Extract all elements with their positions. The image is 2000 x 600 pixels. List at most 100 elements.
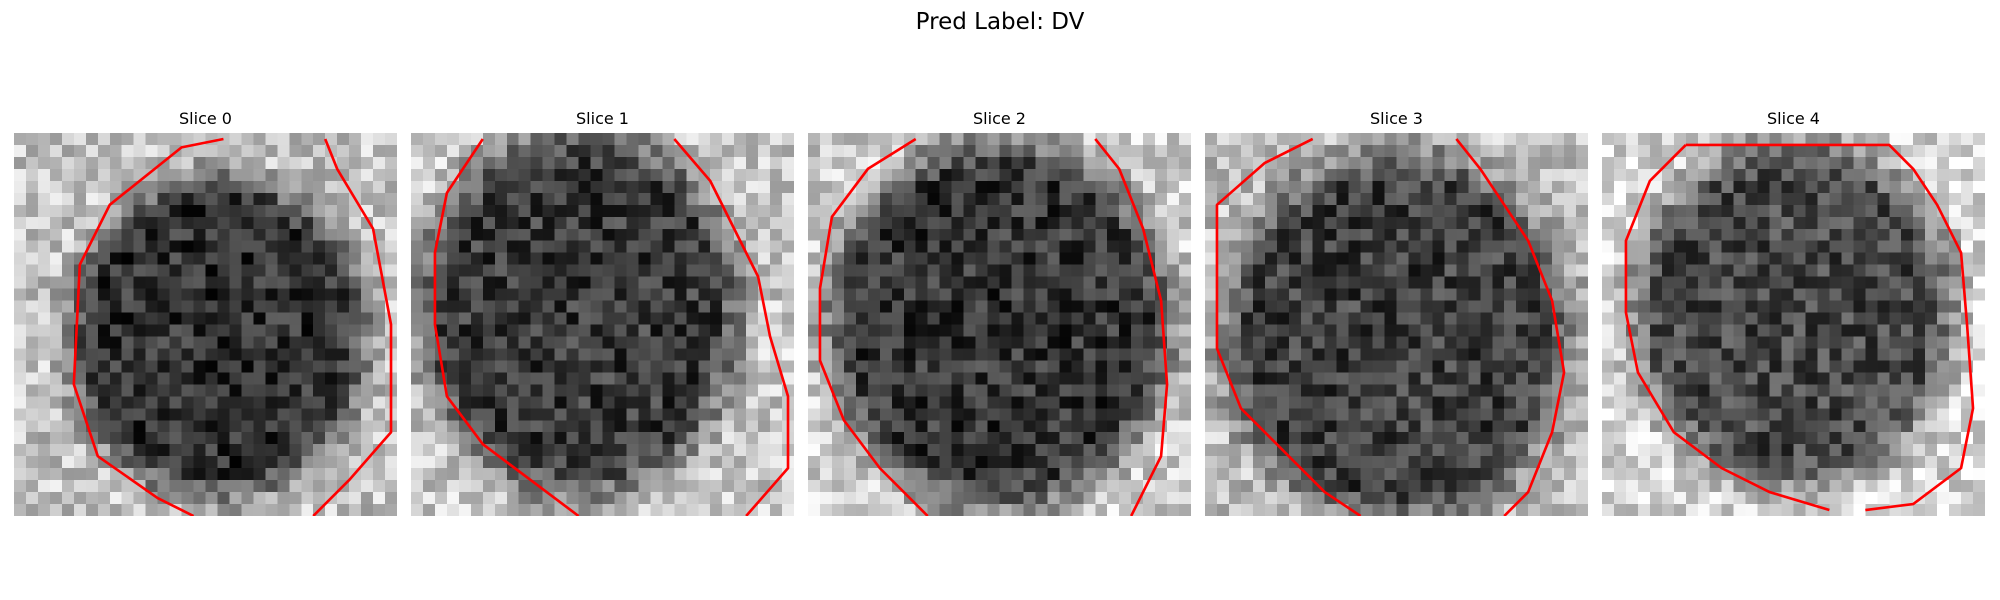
pixel	[1492, 360, 1505, 373]
pixel	[241, 240, 254, 253]
pixel	[1324, 204, 1337, 218]
pixel	[14, 372, 27, 385]
pixel	[903, 156, 916, 170]
pixel	[1300, 504, 1313, 516]
pixel	[1047, 276, 1060, 289]
pixel	[1456, 216, 1469, 229]
pixel	[241, 276, 254, 289]
pixel	[217, 264, 230, 277]
pixel	[686, 324, 699, 337]
pixel	[1071, 300, 1084, 313]
pixel	[1480, 240, 1493, 253]
pixel	[157, 348, 170, 361]
pixel	[903, 264, 916, 277]
pixel	[1552, 504, 1565, 516]
pixel	[1205, 216, 1218, 229]
pixel	[385, 504, 397, 516]
pixel	[14, 228, 27, 241]
pixel	[313, 144, 326, 158]
pixel	[614, 408, 627, 421]
pixel	[61, 300, 75, 313]
pixel	[361, 252, 374, 265]
pixel	[349, 492, 362, 505]
pixel	[1143, 396, 1156, 409]
pixel	[1420, 180, 1433, 194]
pixel	[1685, 348, 1698, 361]
pixel	[1973, 180, 1985, 194]
pixel	[770, 408, 783, 421]
pixel	[662, 276, 675, 289]
pixel	[1300, 180, 1313, 194]
pixel	[205, 372, 218, 385]
pixel	[626, 312, 639, 325]
pixel	[602, 348, 615, 361]
pixel	[808, 492, 821, 505]
pixel	[169, 336, 182, 349]
pixel	[987, 396, 1000, 409]
pixel	[1131, 468, 1144, 481]
pixel	[831, 276, 845, 289]
pixel	[1853, 228, 1866, 241]
pixel	[662, 348, 675, 361]
pixel	[1288, 312, 1301, 325]
pixel	[903, 432, 916, 445]
pixel	[1107, 336, 1120, 349]
pixel	[1685, 156, 1698, 170]
pixel	[1131, 396, 1144, 409]
pixel	[903, 324, 916, 337]
pixel	[758, 492, 771, 505]
pixel	[1913, 324, 1926, 337]
pixel	[1107, 288, 1120, 301]
pixel	[1444, 264, 1457, 277]
pixel	[325, 312, 338, 325]
pixel	[1252, 300, 1266, 313]
pixel	[253, 348, 266, 361]
pixel	[1059, 384, 1072, 397]
pixel	[1023, 156, 1036, 170]
pixel	[999, 504, 1012, 516]
pixel	[1264, 276, 1278, 289]
pixel	[1312, 360, 1325, 373]
pixel	[530, 240, 543, 253]
pixel	[181, 468, 194, 481]
pixel	[999, 144, 1012, 158]
pixel	[1071, 133, 1084, 146]
pixel	[686, 396, 699, 409]
pixel	[1264, 252, 1278, 265]
pixel	[97, 264, 110, 277]
pixel	[1348, 444, 1361, 457]
pixel	[590, 456, 603, 469]
pixel	[602, 480, 615, 493]
pixel	[1757, 168, 1770, 182]
pixel	[1300, 408, 1313, 421]
pixel	[1576, 336, 1588, 349]
pixel	[1625, 456, 1639, 469]
pixel	[1059, 276, 1072, 289]
pixel	[578, 432, 591, 445]
pixel	[1372, 180, 1385, 194]
pixel	[831, 156, 845, 170]
pixel	[808, 324, 821, 337]
pixel	[349, 336, 362, 349]
pixel	[1937, 133, 1950, 146]
pixel	[1468, 348, 1481, 361]
pixel	[698, 192, 711, 206]
pixel	[1083, 360, 1096, 373]
pixel	[217, 300, 230, 313]
pixel	[482, 240, 496, 253]
pixel	[73, 492, 87, 505]
pixel	[1167, 408, 1180, 421]
pixel	[1420, 156, 1433, 170]
pixel	[229, 312, 242, 325]
pixel	[1733, 372, 1746, 385]
pixel	[446, 432, 460, 445]
pixel	[1384, 432, 1397, 445]
pixel	[758, 480, 771, 493]
pixel	[1119, 288, 1132, 301]
pixel	[121, 312, 134, 325]
pixel	[1276, 276, 1290, 289]
pixel	[1949, 180, 1962, 194]
pixel	[133, 468, 146, 481]
pixel	[698, 288, 711, 301]
pixel	[722, 133, 735, 146]
